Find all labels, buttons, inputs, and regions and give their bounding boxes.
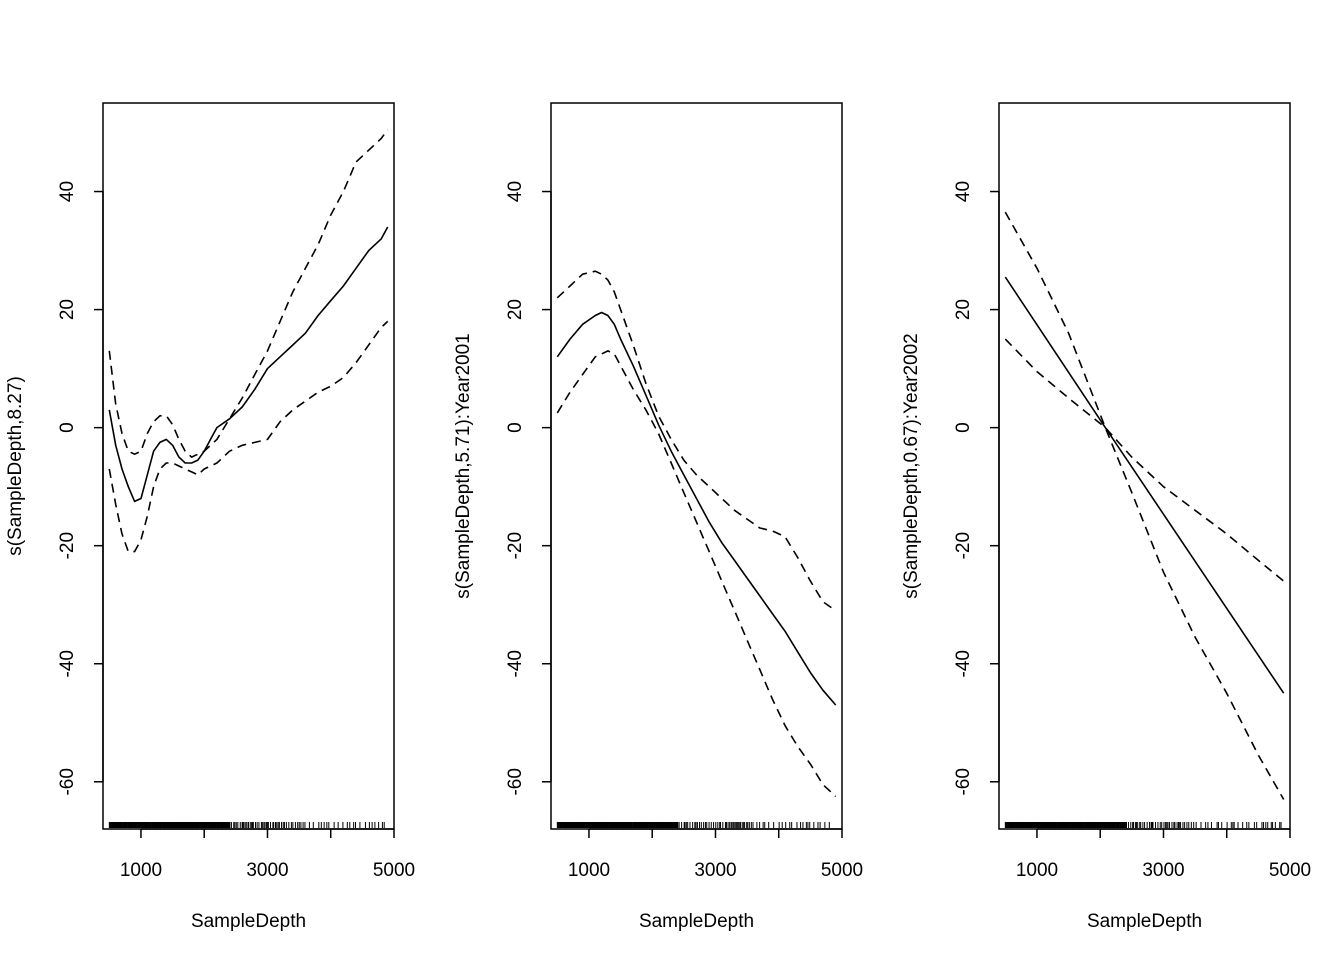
x-tick-label: 5000 [821, 860, 863, 881]
x-tick-label: 3000 [246, 860, 288, 881]
y-tick-label: -60 [505, 768, 526, 795]
x-tick-label: 1000 [120, 860, 162, 881]
panel-2: 1000 3000 5000 -60 -40 -20 0 20 40 SampleDepth s(S… [453, 102, 863, 932]
y-tick-label: 20 [953, 299, 974, 320]
confidence-band-line [108, 129, 389, 458]
x-axis-label: SampleDepth [1087, 911, 1202, 932]
smooth-fit-line [108, 226, 389, 503]
smooth-fit-line [1004, 276, 1285, 694]
panel-3: 1000 3000 5000 -60 -40 -20 0 20 40 SampleDepth s(S… [901, 102, 1311, 932]
y-tick-label: -20 [953, 532, 974, 559]
confidence-band-line [108, 320, 389, 553]
y-tick-label: 0 [505, 422, 526, 433]
y-axis-label: s(SampleDepth,0.67):Year2002 [901, 333, 922, 598]
x-axis-label: SampleDepth [191, 911, 306, 932]
y-tick-label: -60 [953, 768, 974, 795]
y-tick-label: 20 [57, 299, 78, 320]
y-tick-label: -60 [57, 768, 78, 795]
y-tick-label: 20 [505, 299, 526, 320]
confidence-band-line [556, 350, 837, 798]
x-tick-label: 1000 [568, 860, 610, 881]
x-tick-label: 3000 [694, 860, 736, 881]
confidence-band-line [1004, 338, 1285, 582]
x-axis-label: SampleDepth [639, 911, 754, 932]
y-tick-label: -20 [57, 532, 78, 559]
x-tick-label: 1000 [1016, 860, 1058, 881]
rug [108, 822, 385, 828]
y-axis-label: s(SampleDepth,8.27) [5, 376, 26, 556]
y-axis-label: s(SampleDepth,5.71):Year2001 [453, 333, 474, 598]
plot-frame [550, 102, 843, 830]
y-tick-label: -40 [953, 650, 974, 677]
smooth-fit-line [556, 311, 837, 706]
y-tick-label: -40 [505, 650, 526, 677]
y-tick-label: 40 [953, 181, 974, 202]
confidence-band-line [1004, 211, 1285, 800]
y-tick-label: 0 [57, 422, 78, 433]
rug [1004, 822, 1282, 828]
x-tick-label: 5000 [1269, 860, 1311, 881]
y-tick-label: 40 [505, 181, 526, 202]
panel-1: 1000 3000 5000 -60 -40 -20 0 20 40 SampleDepth s(S… [5, 102, 415, 932]
y-tick-label: -40 [57, 650, 78, 677]
x-tick-label: 3000 [1142, 860, 1184, 881]
plot-frame [102, 102, 395, 830]
y-tick-label: 0 [953, 422, 974, 433]
x-tick-label: 5000 [373, 860, 415, 881]
y-tick-label: -20 [505, 532, 526, 559]
confidence-band-line [556, 270, 837, 612]
rug [556, 822, 830, 828]
plot-frame [998, 102, 1291, 830]
y-tick-label: 40 [57, 181, 78, 202]
